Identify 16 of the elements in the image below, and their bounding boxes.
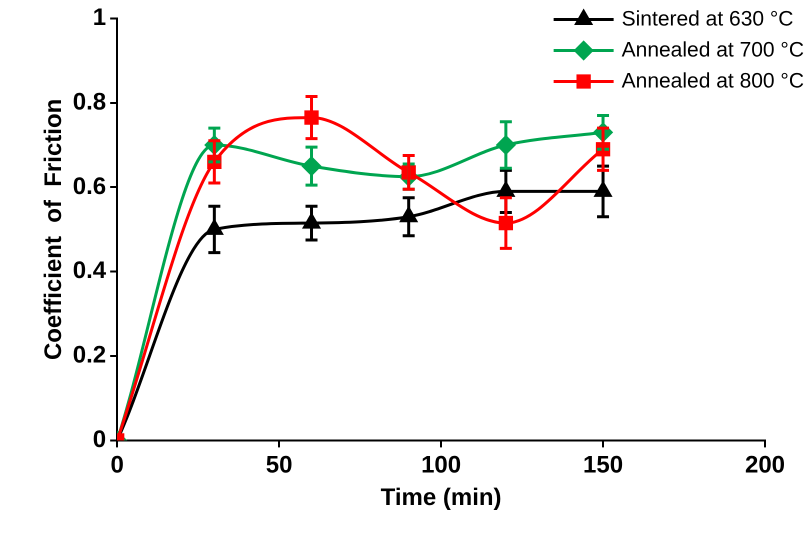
x-tick-label: 50 — [266, 451, 292, 478]
x-axis-title: Time (min) — [380, 484, 502, 512]
y-tick-label: 0.6 — [72, 172, 106, 200]
y-tick-label: 0.4 — [72, 257, 107, 284]
x-tick-label: 0 — [110, 451, 124, 478]
y-tick-label: 0.8 — [72, 88, 106, 116]
y-axis-title: Coefficient of Friction — [40, 98, 68, 360]
x-tick-label: 100 — [421, 451, 462, 478]
legend-label: Sintered at 630 °C — [622, 7, 794, 30]
x-tick-label: 200 — [744, 451, 786, 478]
x-tick-label: 150 — [583, 451, 624, 478]
legend-label: Annealed at 800 °C — [622, 69, 804, 92]
y-tick-label: 0 — [92, 426, 106, 454]
legend-label: Annealed at 700 °C — [622, 38, 804, 62]
y-tick-label: 0.2 — [72, 342, 106, 369]
y-tick-label: 1 — [92, 4, 106, 32]
